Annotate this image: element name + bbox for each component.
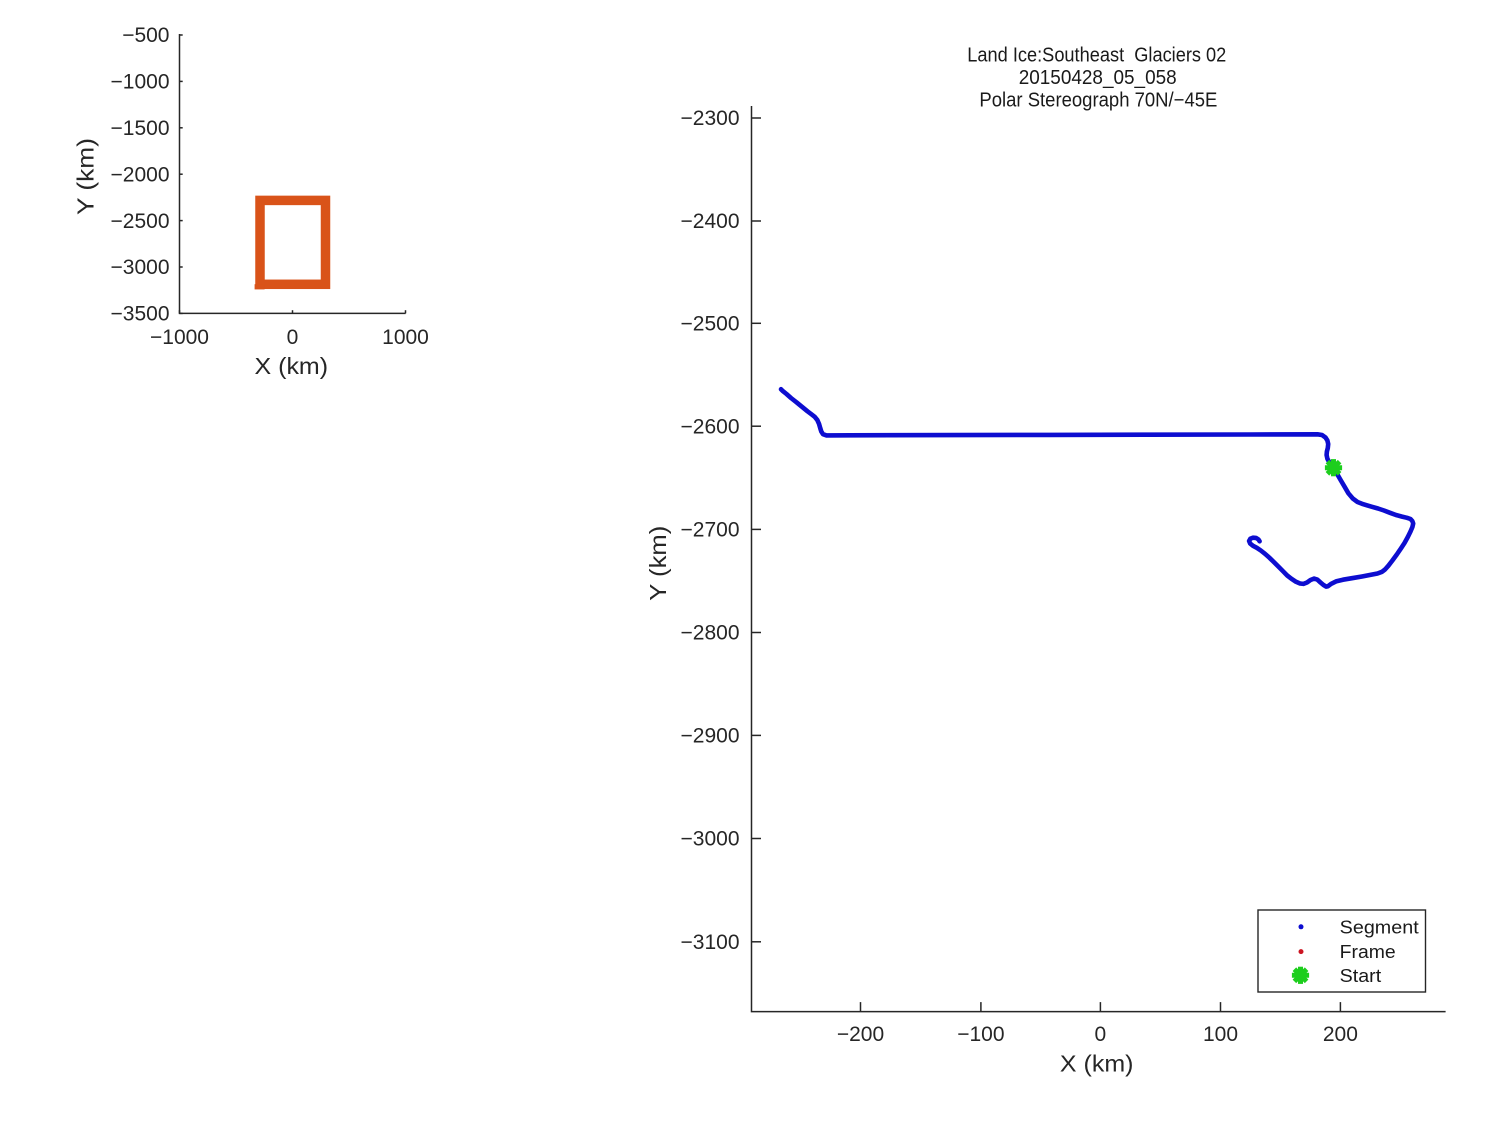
svg-text:−1000: −1000: [150, 326, 209, 349]
svg-text:20150428_05_058: 20150428_05_058: [1019, 67, 1177, 89]
svg-text:−1000: −1000: [111, 71, 170, 94]
svg-text:−2500: −2500: [681, 313, 740, 336]
svg-text:−500: −500: [122, 24, 169, 47]
svg-text:Land Ice:Southeast Glaciers 0: Land Ice:Southeast Glaciers 02: [967, 45, 1226, 67]
svg-text:Polar Stereograph 70N/−45E: Polar Stereograph 70N/−45E: [979, 90, 1217, 112]
svg-text:−2900: −2900: [681, 725, 740, 748]
svg-text:−3100: −3100: [681, 931, 740, 954]
svg-text:200: 200: [1323, 1023, 1358, 1046]
svg-text:0: 0: [1095, 1023, 1107, 1046]
svg-text:−2700: −2700: [681, 519, 740, 542]
svg-text:−2600: −2600: [681, 415, 740, 438]
svg-text:−1500: −1500: [111, 117, 170, 140]
svg-text:100: 100: [1203, 1023, 1238, 1046]
svg-text:−3500: −3500: [111, 303, 170, 326]
svg-text:Start: Start: [1340, 965, 1382, 986]
svg-text:1000: 1000: [382, 326, 429, 349]
svg-text:−100: −100: [957, 1023, 1004, 1046]
svg-text:Y (km): Y (km): [73, 138, 99, 215]
svg-text:−2500: −2500: [111, 210, 170, 233]
svg-text:Frame: Frame: [1340, 941, 1396, 962]
svg-text:−2800: −2800: [681, 622, 740, 645]
svg-text:0: 0: [287, 326, 299, 349]
svg-text:X (km): X (km): [255, 353, 329, 379]
svg-text:−2300: −2300: [681, 107, 740, 130]
svg-text:−2000: −2000: [111, 163, 170, 186]
svg-text:−2400: −2400: [681, 210, 740, 233]
svg-text:Y (km): Y (km): [645, 526, 671, 601]
svg-text:−3000: −3000: [681, 828, 740, 851]
svg-text:−3000: −3000: [111, 256, 170, 279]
svg-text:X (km): X (km): [1060, 1050, 1134, 1076]
svg-text:Segment: Segment: [1340, 916, 1419, 937]
svg-text:−200: −200: [837, 1023, 884, 1046]
